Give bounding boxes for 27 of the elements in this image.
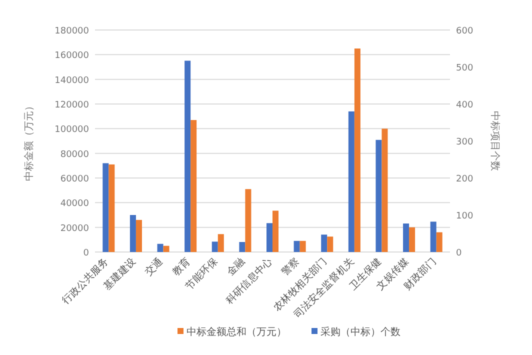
y2-tick-label: 600: [456, 26, 474, 36]
y2-tick-label: 300: [456, 138, 474, 148]
y-tick-label: 80000: [60, 150, 90, 160]
x-tick-label: 金融: [224, 256, 248, 278]
y2-axis-title: 中标项目个数: [489, 111, 501, 171]
y-tick-label: 140000: [54, 76, 90, 86]
y2-tick-label: 200: [456, 174, 474, 184]
legend-label: 中标金额总和（万元）: [186, 326, 286, 338]
y-axis-title: 中标金额（万元）: [23, 101, 35, 181]
y-tick-label: 120000: [54, 100, 90, 110]
y-tick-label: 60000: [60, 174, 90, 184]
x-tick-label: 教育: [170, 256, 193, 278]
y-tick-label: 180000: [54, 26, 90, 36]
y2-tick-label: 0: [456, 248, 462, 258]
y-tick-label: 20000: [60, 224, 90, 234]
y2-tick-label: 500: [456, 64, 474, 74]
x-tick-label: 警察: [279, 256, 302, 278]
bar: [239, 242, 246, 252]
y2-tick-label: 100: [456, 212, 474, 222]
y-tick-label: 100000: [54, 125, 90, 136]
legend-label: 采购（中标）个数: [320, 326, 400, 338]
y2-tick-label: 400: [456, 100, 474, 110]
y-tick-label: 160000: [54, 51, 90, 62]
y-tick-label: 0: [83, 248, 90, 258]
x-tick-label: 交通: [142, 256, 166, 278]
bar: [245, 189, 252, 252]
y-tick-label: 40000: [60, 199, 90, 210]
